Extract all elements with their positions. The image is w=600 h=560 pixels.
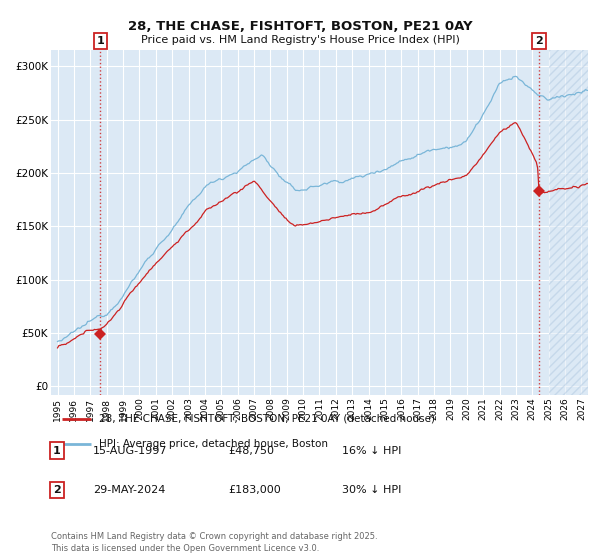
Text: 1: 1 xyxy=(97,36,104,46)
Text: 16% ↓ HPI: 16% ↓ HPI xyxy=(342,446,401,456)
Text: Price paid vs. HM Land Registry's House Price Index (HPI): Price paid vs. HM Land Registry's House … xyxy=(140,35,460,45)
Text: 2: 2 xyxy=(53,485,61,495)
Text: 15-AUG-1997: 15-AUG-1997 xyxy=(93,446,167,456)
Text: Contains HM Land Registry data © Crown copyright and database right 2025.
This d: Contains HM Land Registry data © Crown c… xyxy=(51,533,377,553)
Text: £48,750: £48,750 xyxy=(228,446,274,456)
Text: HPI: Average price, detached house, Boston: HPI: Average price, detached house, Bost… xyxy=(100,438,328,449)
Text: £183,000: £183,000 xyxy=(228,485,281,495)
Bar xyxy=(549,50,588,395)
Text: 2: 2 xyxy=(535,36,543,46)
Text: 28, THE CHASE, FISHTOFT, BOSTON, PE21 0AY (detached house): 28, THE CHASE, FISHTOFT, BOSTON, PE21 0A… xyxy=(100,414,436,424)
Text: 28, THE CHASE, FISHTOFT, BOSTON, PE21 0AY: 28, THE CHASE, FISHTOFT, BOSTON, PE21 0A… xyxy=(128,20,472,32)
Text: 29-MAY-2024: 29-MAY-2024 xyxy=(93,485,166,495)
Text: 1: 1 xyxy=(53,446,61,456)
Text: 30% ↓ HPI: 30% ↓ HPI xyxy=(342,485,401,495)
